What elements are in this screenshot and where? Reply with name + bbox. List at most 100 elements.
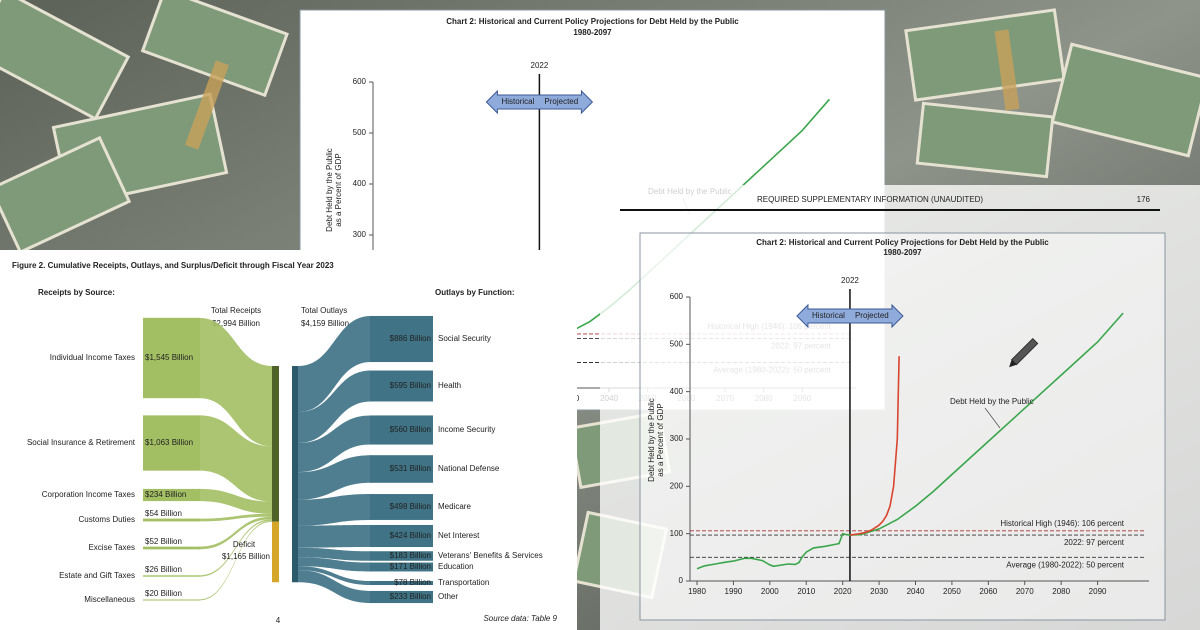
data-line [696,312,1124,570]
x-tick-label: 2040 [907,587,925,596]
data-line [849,356,900,536]
projected-label: Projected [544,97,578,106]
line-annotation: Debt Held by the Public [950,397,1034,406]
chart-panel [639,232,1166,621]
chart-subtitle: 1980-2097 [573,28,612,37]
y-axis-label: Debt Held by the Public [325,148,334,232]
deficit-bar [272,521,279,583]
total-outlays-label: Total Outlays [301,306,347,315]
receipt-label: Individual Income Taxes [50,353,135,362]
total-receipts-bar [272,366,279,522]
deficit-label: Deficit [233,540,256,549]
outlay-label: Medicare [438,502,471,511]
fade-overlay [600,185,1200,630]
chart-title: Chart 2: Historical and Current Policy P… [446,17,739,26]
outlay-node [370,551,433,561]
outlay-flow [298,494,371,526]
x-tick-label: 2070 [1016,587,1034,596]
y-tick-label: 200 [670,481,684,490]
receipt-flow [199,520,272,601]
x-tick-label: 2080 [1052,587,1070,596]
y-tick-label: 500 [353,128,367,137]
y-tick-label: 0 [679,576,684,585]
outlay-flow [298,566,371,586]
receipt-value-label: $54 Billion [145,509,182,518]
x-tick-label: 2020 [834,587,852,596]
outlay-label: Other [438,592,458,601]
outlay-flow [298,524,371,548]
historical-label: Historical [501,97,534,106]
outlay-value-label: $78 Billion [394,578,431,587]
annotation-pointer [984,407,1001,429]
receipt-node [143,488,200,502]
outlay-flow [298,570,371,604]
outlay-node [370,580,433,586]
x-tick-label: 2060 [979,587,997,596]
outlay-flow [298,370,371,444]
outlay-label: Transportation [438,578,489,587]
event-label: 2022 [531,61,549,70]
receipt-value-label: $52 Billion [145,537,182,546]
x-tick-label: 1990 [725,587,743,596]
outlay-node [370,590,433,604]
outlay-node [370,562,433,572]
chart-title: Chart 2: Historical and Current Policy P… [756,238,1049,247]
outlay-flow [298,315,371,413]
projected-label: Projected [855,311,889,320]
outlay-label: Health [438,381,461,390]
outlay-node [370,415,433,445]
outlay-node [370,370,433,402]
receipt-value-label: $1,063 Billion [145,438,193,447]
total-receipts-label: Total Receipts [211,306,261,315]
outlay-value-label: $560 Billion [390,425,431,434]
y-tick-label: 400 [670,387,684,396]
x-tick-label: 1980 [688,587,706,596]
outlay-value-label: $424 Billion [390,531,431,540]
outlay-label: Income Security [438,425,495,434]
outlay-node [370,455,433,483]
receipts-heading: Receipts by Source: [38,288,115,297]
outlay-value-label: $595 Billion [390,381,431,390]
x-tick-label: 2090 [1089,587,1107,596]
outlays-heading: Outlays by Function: [435,288,515,297]
receipt-label: Customs Duties [79,515,135,524]
outlay-value-label: $498 Billion [390,502,431,511]
y-axis-label: as a Percent of GDP [656,403,665,476]
receipt-value-label: $26 Billion [145,565,182,574]
reference-label: Historical High (1946): 106 percent [1000,519,1124,528]
reference-label: 2022: 97 percent [1064,538,1125,547]
receipt-value-label: $20 Billion [145,589,182,598]
y-axis-label: as a Percent of GDP [334,153,343,226]
outlay-flow [298,455,371,500]
sankey-panel [0,250,577,630]
receipt-node [143,415,200,471]
pencil-icon [1009,337,1039,368]
receipt-flow [199,488,272,514]
outlay-value-label: $233 Billion [390,592,431,601]
total-outlays-bar [292,366,298,583]
receipt-flow [199,317,272,447]
y-tick-label: 100 [670,529,684,538]
receipt-flow [199,415,272,502]
event-label: 2022 [841,276,859,285]
x-tick-label: 2000 [761,587,779,596]
y-axis-label: Debt Held by the Public [647,398,656,482]
page-number: 4 [276,616,281,625]
historical-label: Historical [812,311,845,320]
receipt-value-label: $234 Billion [145,490,186,499]
period-arrow [796,303,904,329]
x-tick-label: 2030 [870,587,888,596]
receipt-value-label: $1,545 Billion [145,353,193,362]
receipt-flow [199,516,272,550]
charts: Chart 2: Historical and Current Policy P… [0,9,1200,630]
outlay-value-label: $531 Billion [390,464,431,473]
receipt-flow [199,519,272,577]
outlay-label: Social Security [438,334,491,343]
chart-subtitle: 1980-2097 [883,248,922,257]
total-outlays-value: $4,159 Billion [301,319,349,328]
y-tick-label: 300 [670,434,684,443]
y-tick-label: 300 [353,230,367,239]
receipt-node [143,518,200,522]
outlay-value-label: $183 Billion [390,551,431,560]
